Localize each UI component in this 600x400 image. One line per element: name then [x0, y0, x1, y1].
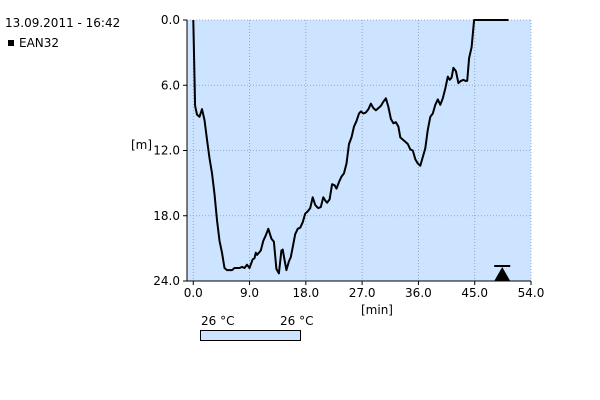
x-tick-label: 27.0 [349, 286, 376, 300]
temperature-max-label: 26 °C [280, 314, 314, 328]
depth-chart: 0.0 9.0 18.0 27.0 36.0 45.0 54.0 0.0 6.0 12.0 18.0… [153, 13, 545, 300]
temperature-min-label: 26 °C [201, 314, 235, 328]
y-tick-label: 24.0 [153, 274, 180, 288]
x-tick-label: 9.0 [240, 286, 259, 300]
legend: EAN32 [8, 36, 59, 50]
x-tick-label: 45.0 [461, 286, 488, 300]
depth-series-line [192, 19, 509, 275]
y-axis-label: [m] [131, 138, 153, 152]
x-axis-label: [min] [361, 303, 393, 317]
legend-swatch [8, 40, 14, 46]
y-tick-label: 6.0 [161, 78, 180, 92]
legend-label: EAN32 [19, 36, 60, 50]
y-tick-label: 18.0 [153, 209, 180, 223]
y-tick-label: 0.0 [161, 13, 180, 27]
x-tick-label: 54.0 [518, 286, 545, 300]
triangle-marker-icon [494, 267, 511, 281]
x-tick-label: 0.0 [184, 286, 203, 300]
y-tick-label: 12.0 [153, 144, 180, 158]
x-tick-label: 18.0 [292, 286, 319, 300]
temperature-colorbar [200, 330, 301, 341]
x-tick-label: 36.0 [405, 286, 432, 300]
dive-timestamp: 13.09.2011 - 16:42 [5, 16, 121, 30]
